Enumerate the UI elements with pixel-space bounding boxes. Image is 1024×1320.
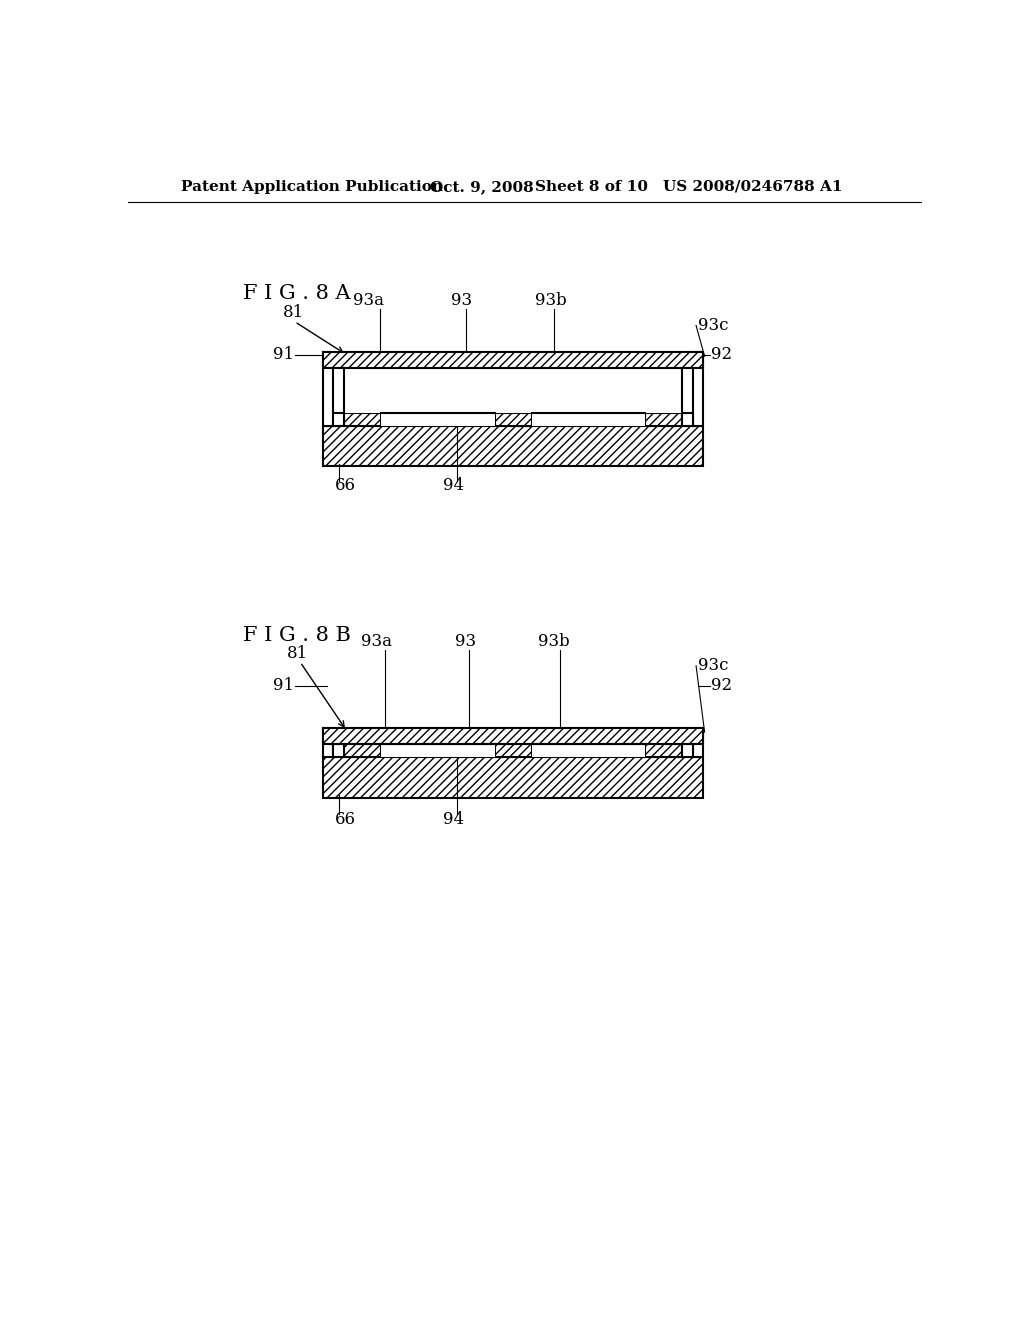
Bar xyxy=(682,413,693,426)
Text: 93b: 93b xyxy=(539,632,570,649)
Bar xyxy=(344,413,381,426)
Bar xyxy=(531,743,645,758)
Bar xyxy=(645,743,682,758)
Bar xyxy=(324,352,703,368)
Text: 66: 66 xyxy=(335,810,355,828)
Bar xyxy=(531,413,645,426)
Bar xyxy=(495,743,531,758)
Text: 93a: 93a xyxy=(360,632,391,649)
Bar xyxy=(645,413,682,426)
Text: F I G . 8 A: F I G . 8 A xyxy=(243,284,350,302)
Bar xyxy=(334,743,344,758)
Text: 92: 92 xyxy=(711,346,732,363)
Text: F I G . 8 B: F I G . 8 B xyxy=(243,626,350,645)
Bar xyxy=(344,729,682,743)
Text: 93c: 93c xyxy=(697,317,728,334)
Bar xyxy=(324,758,703,797)
Bar xyxy=(693,729,703,758)
Bar xyxy=(381,413,495,426)
Text: 81: 81 xyxy=(287,645,308,663)
Text: 66: 66 xyxy=(335,477,355,494)
Text: Sheet 8 of 10: Sheet 8 of 10 xyxy=(535,180,648,194)
Bar xyxy=(324,426,703,466)
Text: 93c: 93c xyxy=(697,657,728,675)
Text: 94: 94 xyxy=(443,810,464,828)
Text: 93a: 93a xyxy=(352,292,384,309)
Text: 93: 93 xyxy=(451,292,472,309)
Text: Patent Application Publication: Patent Application Publication xyxy=(180,180,442,194)
Text: US 2008/0246788 A1: US 2008/0246788 A1 xyxy=(663,180,843,194)
Bar xyxy=(344,743,381,758)
Text: 92: 92 xyxy=(711,677,732,694)
Bar xyxy=(682,743,693,758)
Text: 91: 91 xyxy=(273,677,295,694)
Bar xyxy=(324,729,703,743)
Text: 81: 81 xyxy=(283,304,304,321)
Text: 91: 91 xyxy=(273,346,295,363)
Text: Oct. 9, 2008: Oct. 9, 2008 xyxy=(430,180,534,194)
Bar xyxy=(344,352,682,412)
Bar xyxy=(495,413,531,426)
Bar xyxy=(324,352,334,426)
Bar xyxy=(334,413,344,426)
Bar xyxy=(381,743,495,758)
Bar xyxy=(324,729,334,758)
Text: 93: 93 xyxy=(455,632,476,649)
Text: 93b: 93b xyxy=(535,292,566,309)
Text: 94: 94 xyxy=(443,477,464,494)
Bar xyxy=(693,352,703,426)
